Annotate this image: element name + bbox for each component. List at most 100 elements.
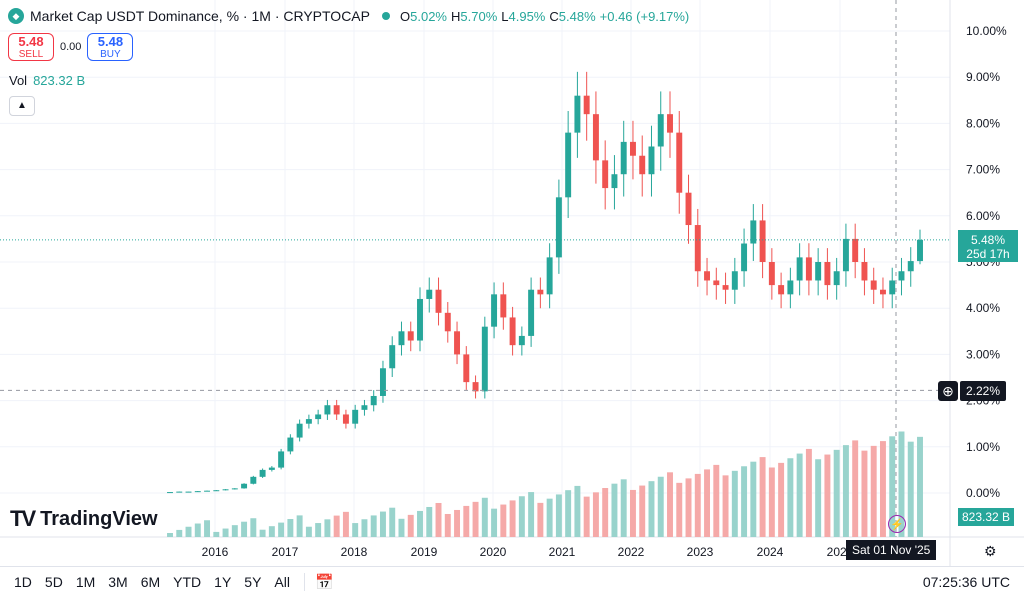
range-selector: 1D 5D 1M 3M 6M YTD 1Y 5Y All	[0, 574, 290, 590]
candle-body	[713, 280, 720, 286]
volume-bar	[824, 454, 831, 537]
volume-bar	[389, 507, 396, 537]
add-alert-icon[interactable]: ⊕	[938, 381, 958, 401]
candle-body	[204, 490, 211, 492]
candle-body	[342, 414, 349, 424]
candle-body	[620, 141, 627, 175]
candle-body	[805, 257, 812, 281]
candle-body	[676, 132, 683, 193]
candle-body	[787, 280, 794, 295]
volume-bar	[629, 489, 636, 537]
tradingview-logo[interactable]: TV TradingView	[10, 506, 158, 532]
candle-body	[704, 271, 711, 281]
volume-bar	[815, 459, 822, 537]
ohlc-close-key: C	[549, 8, 559, 24]
utc-clock[interactable]: 07:25:36 UTC	[922, 574, 1010, 590]
volume-bar	[231, 525, 238, 537]
candle-body	[305, 419, 312, 424]
volume-bar	[842, 445, 849, 537]
candle-body	[694, 225, 701, 272]
volume-bar	[241, 521, 248, 537]
bar-countdown: 25d 17h	[966, 247, 1010, 261]
volume-bar	[185, 526, 192, 537]
lightning-icon[interactable]: ⚡	[888, 515, 906, 533]
candle-body	[333, 405, 340, 415]
range-button-ytd[interactable]: YTD	[173, 574, 202, 590]
range-button-all[interactable]: All	[274, 574, 290, 590]
volume-bar	[370, 515, 377, 537]
volume-legend[interactable]: Vol 823.32 B	[9, 73, 85, 88]
volume-bar	[176, 529, 183, 537]
y-tick-label: 3.00%	[966, 347, 1000, 361]
x-tick-label: 2022	[618, 545, 645, 559]
crosshair-price-tag: ⊕ 2.22%	[938, 381, 1007, 401]
collapse-legend-button[interactable]: ▲	[9, 96, 35, 116]
candle-body	[222, 489, 229, 491]
volume-bar	[555, 494, 562, 537]
buy-button[interactable]: 5.48 BUY	[87, 33, 134, 61]
volume-bar	[611, 483, 618, 537]
volume-bar	[898, 431, 905, 537]
volume-bar	[805, 448, 812, 537]
candle-body	[167, 492, 173, 494]
volume-bar	[435, 502, 442, 537]
range-button-1y[interactable]: 1Y	[214, 574, 232, 590]
buy-label: BUY	[100, 49, 121, 60]
candle-body	[194, 491, 201, 493]
buy-price: 5.48	[97, 34, 124, 49]
candle-body	[296, 423, 303, 438]
candle-body	[750, 220, 757, 244]
volume-bar	[620, 479, 627, 537]
candle-body	[583, 95, 590, 115]
sell-button[interactable]: 5.48 SELL	[8, 33, 54, 61]
candle-body	[833, 271, 840, 286]
candle-body	[518, 335, 525, 346]
range-button-1d[interactable]: 1D	[14, 574, 32, 590]
volume-label: Vol	[9, 73, 28, 88]
range-button-5y[interactable]: 5Y	[244, 574, 262, 590]
logo-text: TradingView	[40, 507, 158, 530]
candle-body	[463, 354, 470, 383]
candle-body	[491, 294, 498, 327]
volume-bar	[361, 519, 368, 537]
volume-bar	[500, 504, 507, 537]
volume-bar	[305, 526, 312, 537]
candle-body	[741, 243, 748, 272]
y-tick-label: 4.00%	[966, 301, 1000, 315]
volume-bar	[315, 523, 322, 537]
candle-body	[592, 114, 599, 161]
volume-bar	[694, 473, 701, 537]
candle-body	[685, 192, 692, 226]
volume-bar	[518, 496, 525, 537]
candle-body	[324, 405, 331, 415]
candle-body	[778, 285, 785, 295]
range-button-3m[interactable]: 3M	[108, 574, 128, 590]
ohlc-close-value: 5.48%	[558, 8, 596, 24]
candlestick-chart[interactable]: 10.00%9.00%8.00%7.00%6.00%5.00%4.00%3.00…	[0, 0, 1024, 566]
range-button-1m[interactable]: 1M	[75, 574, 96, 590]
candle-body	[667, 114, 673, 133]
market-open-dot-icon	[382, 12, 390, 20]
range-button-6m[interactable]: 6M	[140, 574, 161, 590]
symbol-title[interactable]: Market Cap USDT Dominance, % · 1M · CRYP…	[30, 8, 370, 24]
range-button-5d[interactable]: 5D	[44, 574, 63, 590]
volume-bar	[259, 529, 266, 537]
candle-body	[231, 488, 238, 490]
candle-body	[315, 414, 322, 420]
volume-value: 823.32 B	[33, 73, 86, 88]
volume-bar	[861, 450, 868, 537]
candle-body	[472, 382, 479, 392]
volume-axis-label: 823.32 B	[958, 508, 1015, 526]
volume-bar	[537, 502, 544, 537]
candle-body	[259, 469, 266, 477]
x-tick-label: 2024	[757, 545, 784, 559]
candle-body	[898, 271, 905, 281]
gear-icon[interactable]: ⚙	[984, 543, 997, 559]
calendar-goto-icon[interactable]: 📅	[314, 574, 334, 591]
x-tick-label: 2021	[549, 545, 576, 559]
volume-bar	[685, 478, 692, 537]
candle-body	[268, 467, 275, 470]
candle-body	[398, 331, 405, 346]
candle-body	[565, 132, 572, 198]
y-tick-label: 9.00%	[966, 70, 1000, 84]
